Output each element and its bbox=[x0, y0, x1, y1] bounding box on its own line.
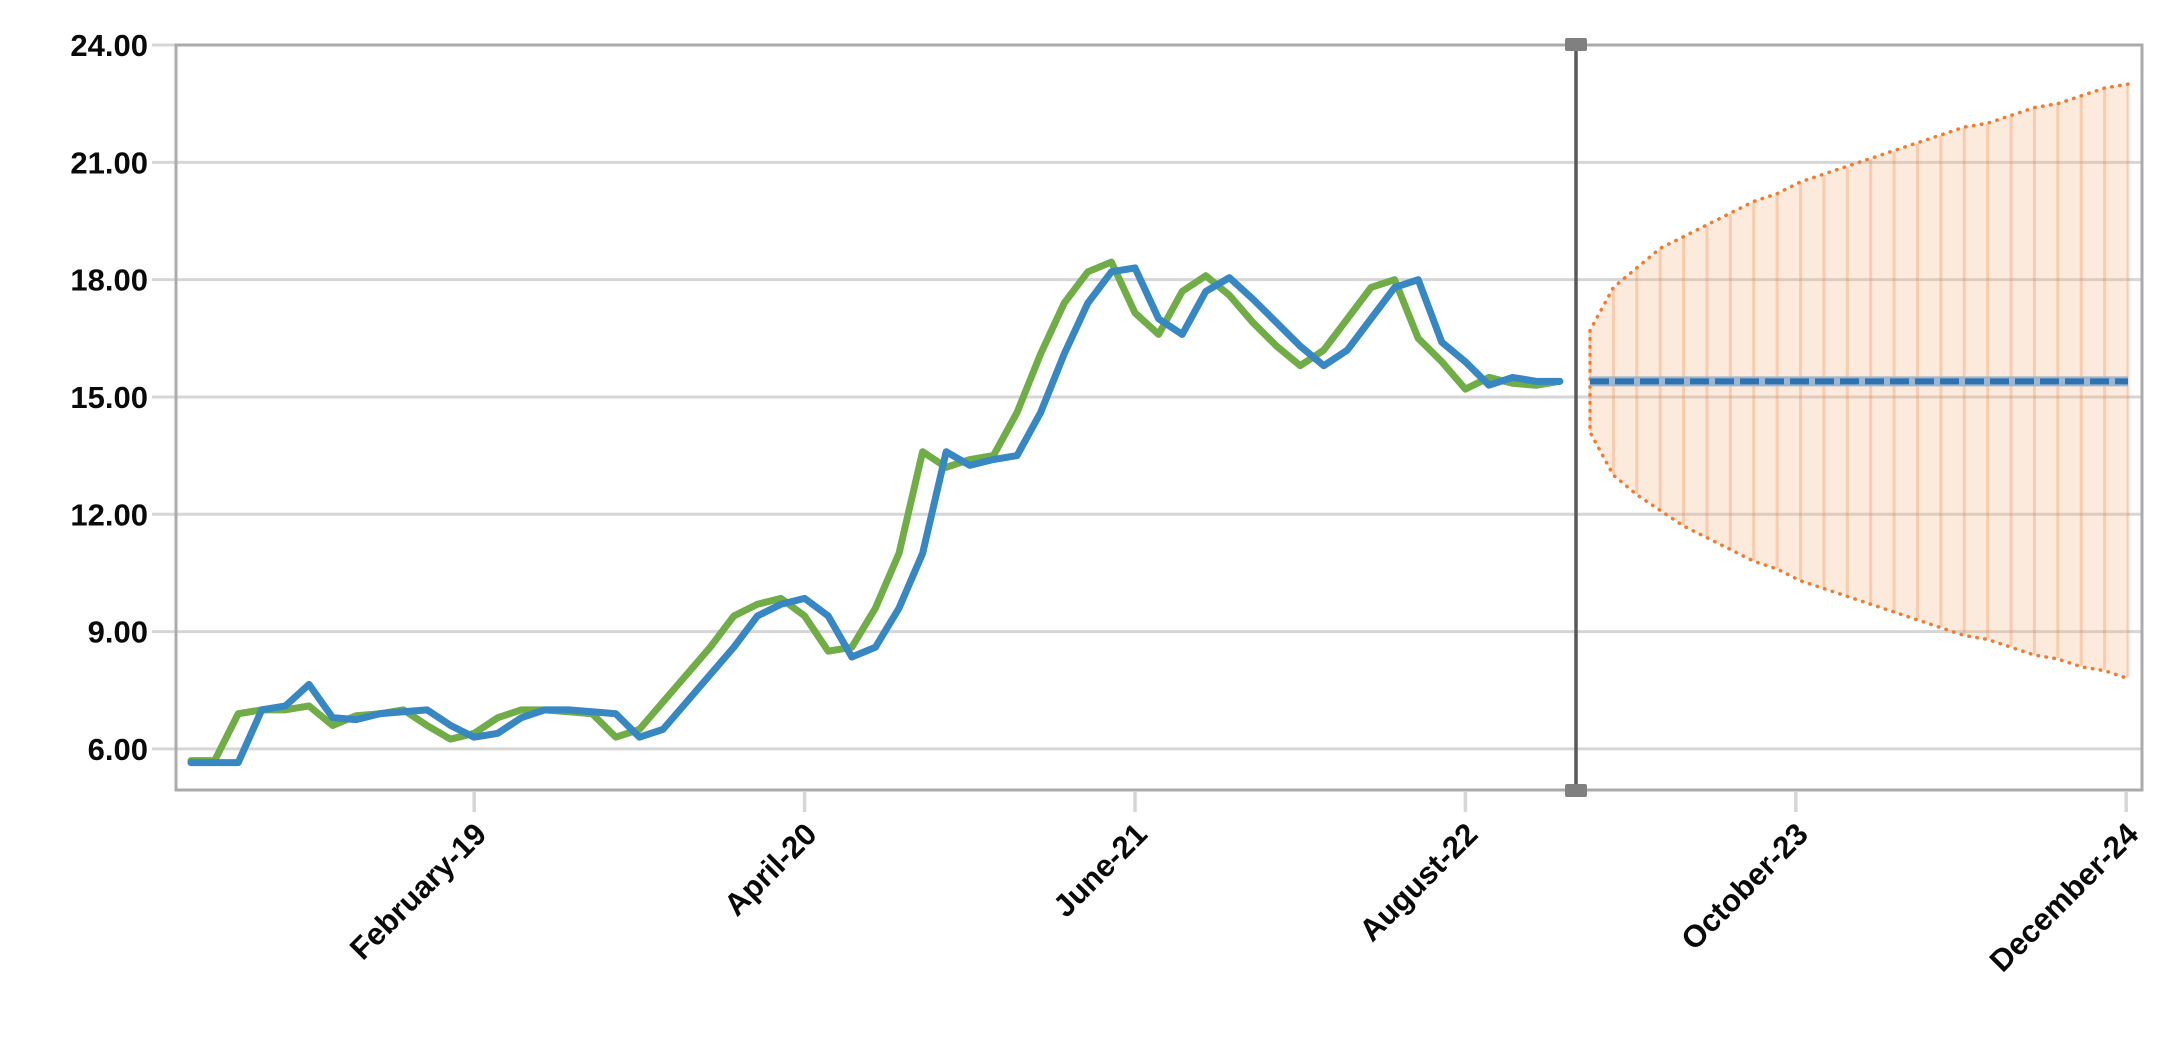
y-axis-labels: 24.00 21.00 18.00 15.00 12.00 9.00 6.00 bbox=[70, 28, 148, 767]
series-line-actual-history bbox=[187, 258, 1564, 765]
x-axis-labels: February-19 April-20 June-21 August-22 Octob… bbox=[343, 816, 2146, 979]
x-axis-label: August-22 bbox=[1352, 816, 1484, 948]
y-axis-label: 24.00 bbox=[70, 28, 148, 63]
x-axis-label: April-20 bbox=[717, 816, 823, 922]
history-series-lines bbox=[187, 258, 1564, 767]
series-line-fitted-history bbox=[187, 264, 1564, 767]
cone-dotted-border bbox=[1588, 82, 2130, 681]
y-axis-label: 18.00 bbox=[70, 263, 148, 298]
y-axis-label: 9.00 bbox=[88, 615, 148, 650]
x-axis-label: June-21 bbox=[1046, 816, 1154, 924]
x-axis-label: December-24 bbox=[1983, 816, 2146, 979]
x-axis-ticks bbox=[472, 792, 2128, 812]
x-axis-label: October-23 bbox=[1674, 816, 1814, 956]
y-axis-label: 6.00 bbox=[88, 732, 148, 767]
divider-top-handle[interactable] bbox=[1565, 38, 1587, 51]
plot-area-border bbox=[174, 43, 2144, 792]
y-axis-label: 12.00 bbox=[70, 497, 148, 532]
x-axis-label: February-19 bbox=[343, 816, 493, 966]
plot-border bbox=[174, 43, 2144, 792]
y-axis-label: 15.00 bbox=[70, 380, 148, 415]
y-gridlines bbox=[152, 43, 2142, 751]
divider-bottom-handle[interactable] bbox=[1565, 784, 1587, 797]
forecast-divider[interactable] bbox=[1565, 38, 1587, 797]
y-axis-label: 21.00 bbox=[70, 145, 148, 180]
